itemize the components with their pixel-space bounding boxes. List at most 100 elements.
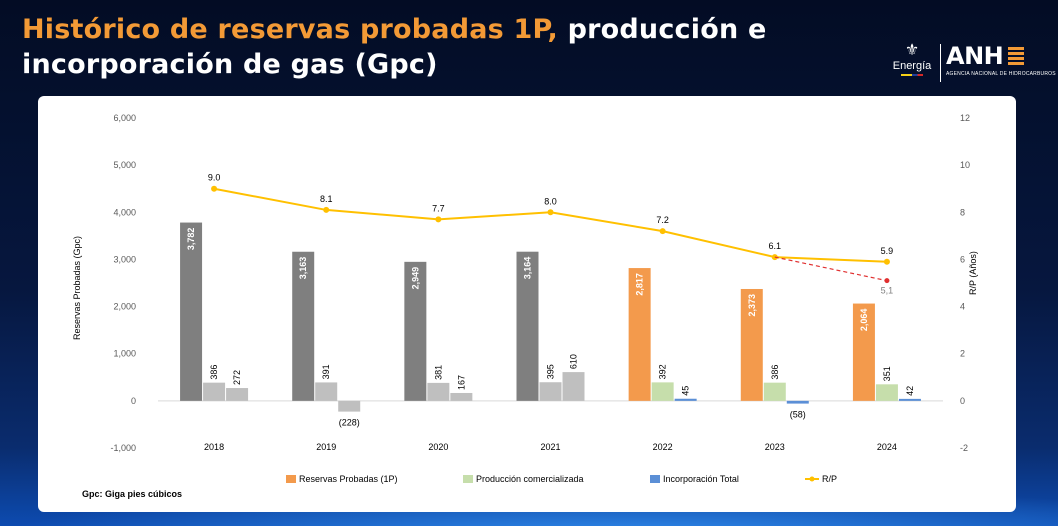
bar-value-label: 3,163	[298, 257, 308, 280]
y2-tick-label: 6	[960, 254, 965, 264]
ministry-logo: ⚜ Energía	[890, 42, 934, 76]
footnote: Gpc: Giga pies cúbicos	[82, 489, 183, 499]
point-rp	[883, 258, 890, 265]
y2-tick-label: 8	[960, 207, 965, 217]
point-rp	[659, 228, 666, 235]
bar-produccion	[763, 382, 786, 401]
chart-panel: -1,000 0 1,000 2,000 3,000 4,000 5,000 6,000 -2 0…	[38, 96, 1016, 512]
brand-stripes-icon	[1008, 47, 1024, 67]
logo: ⚜ Energía ANH AGENCIA NACIONAL DE HIDROC…	[890, 42, 1056, 82]
y-tick-label: 4,000	[113, 207, 136, 217]
projection-dashed-line	[774, 256, 888, 282]
y2-tick-label: 2	[960, 349, 965, 359]
title-line-2: incorporación de gas (Gpc)	[22, 49, 438, 80]
bar-incorporacion	[786, 400, 809, 404]
bar-reservas	[852, 303, 875, 401]
legend-label: Producción comercializada	[476, 474, 584, 484]
y-tick-label: 2,000	[113, 302, 136, 312]
page-title: Histórico de reservas probadas 1P, produ…	[22, 12, 767, 82]
bar-reservas	[404, 261, 427, 401]
legend-swatch	[286, 475, 296, 483]
chart: -1,000 0 1,000 2,000 3,000 4,000 5,000 6,000 -2 0…	[72, 113, 978, 484]
bar-value-label: 45	[681, 386, 691, 396]
y-tick-label: 0	[131, 396, 136, 406]
y2-tick-label: 4	[960, 302, 965, 312]
legend-swatch	[650, 475, 660, 483]
x-tick-label: 2019	[316, 442, 336, 452]
line-value-label: 5.9	[881, 246, 894, 256]
y2-tick-label: 12	[960, 113, 970, 123]
bar-incorporacion	[226, 388, 249, 401]
bar-reservas	[740, 288, 763, 401]
line-value-label: 8.1	[320, 194, 333, 204]
projection-point	[884, 278, 890, 284]
bar-reservas	[180, 222, 203, 401]
bar-value-label: 2,949	[410, 267, 420, 290]
logo-divider	[940, 44, 941, 82]
line-value-label: 6.1	[769, 241, 782, 251]
x-tick-label: 2022	[653, 442, 673, 452]
brand-name: ANH	[946, 42, 1004, 70]
y-tick-label: -1,000	[110, 443, 136, 453]
y2-axis-title: R/P (Años)	[968, 251, 978, 295]
bar-incorporacion	[674, 398, 697, 401]
bar-value-label: (58)	[790, 410, 806, 420]
bar-incorporacion	[338, 400, 361, 412]
y2-tick-label: 10	[960, 160, 970, 170]
x-tick-label: 2024	[877, 442, 897, 452]
bar-value-label: (228)	[339, 418, 360, 428]
line-value-label: 9.0	[208, 173, 221, 183]
point-rp	[435, 216, 442, 223]
bar-value-label: 272	[232, 370, 242, 385]
bar-value-label: 2,373	[747, 294, 757, 317]
bar-value-label: 386	[209, 365, 219, 380]
bar-value-label: 395	[546, 364, 556, 379]
y-tick-label: 1,000	[113, 349, 136, 359]
bar-produccion	[875, 384, 898, 401]
bar-value-label: 386	[770, 365, 780, 380]
legend-swatch	[463, 475, 473, 483]
legend-label: Reservas Probadas (1P)	[299, 474, 398, 484]
bar-incorporacion	[898, 398, 921, 401]
y-axis-title: Reservas Probadas (Gpc)	[72, 236, 82, 340]
point-rp	[547, 209, 554, 216]
bar-produccion	[651, 382, 674, 401]
ministry-label: Energía	[892, 60, 932, 72]
legend-marker-rp	[809, 476, 815, 482]
bar-value-label: 42	[905, 386, 915, 396]
title-accent: Histórico de reservas probadas 1P,	[22, 14, 558, 45]
y2-tick-label: 0	[960, 396, 965, 406]
bar-value-label: 392	[658, 364, 668, 379]
flag-stripe	[901, 74, 923, 76]
projection-label: 5,1	[881, 286, 894, 296]
y-tick-label: 3,000	[113, 254, 136, 264]
bar-produccion	[539, 382, 562, 401]
bar-reservas	[516, 251, 539, 401]
bar-value-label: 2,817	[635, 273, 645, 296]
point-rp	[771, 254, 778, 261]
bar-incorporacion	[450, 392, 473, 401]
bar-incorporacion	[562, 372, 585, 401]
legend-label: Incorporación Total	[663, 474, 739, 484]
line-value-label: 7.2	[656, 215, 669, 225]
bar-value-label: 3,782	[186, 228, 196, 251]
bar-value-label: 391	[321, 364, 331, 379]
bar-value-label: 167	[456, 375, 466, 390]
bar-produccion	[427, 382, 450, 401]
y-tick-label: 6,000	[113, 113, 136, 123]
crest-icon: ⚜	[904, 42, 920, 59]
bar-value-label: 381	[433, 365, 443, 380]
line-value-label: 7.7	[432, 203, 445, 213]
point-rp	[323, 206, 330, 213]
bar-produccion	[315, 382, 338, 401]
point-rp	[211, 185, 218, 192]
brand-subtitle: AGENCIA NACIONAL DE HIDROCARBUROS	[946, 71, 1056, 77]
x-tick-label: 2020	[428, 442, 448, 452]
legend-label: R/P	[822, 474, 837, 484]
title-rest: producción e	[558, 14, 767, 45]
bar-value-label: 3,164	[523, 257, 533, 280]
y2-tick-label: -2	[960, 443, 968, 453]
bar-produccion	[203, 382, 226, 401]
bar-reservas	[292, 251, 315, 401]
bar-reservas	[628, 268, 651, 401]
